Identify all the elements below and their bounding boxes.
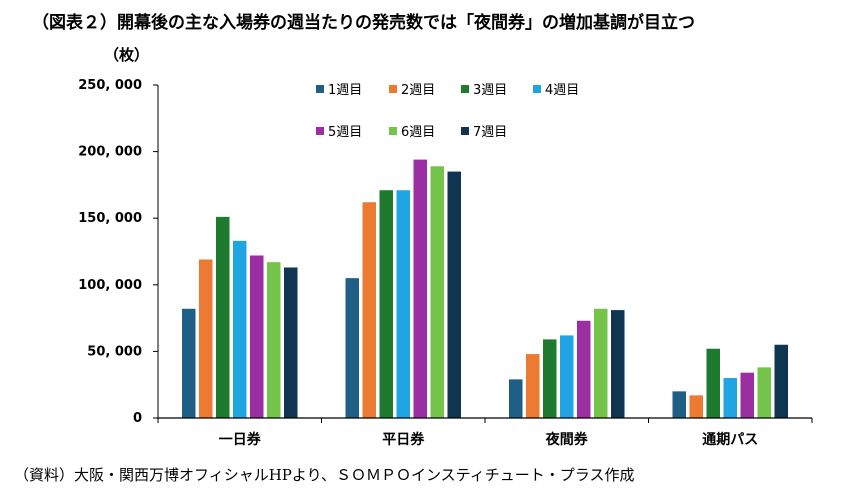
bar-2-2	[362, 202, 376, 418]
bar-7-4	[774, 344, 788, 418]
bar-4-1	[233, 240, 247, 418]
y-axis-unit-label: （枚）	[104, 46, 150, 64]
bar-5-1	[250, 255, 264, 418]
y-tick-label: 250, 000	[78, 78, 142, 93]
bar-2-1	[199, 259, 213, 418]
bar-1-2	[345, 278, 359, 418]
legend-swatch	[316, 85, 324, 93]
chart-title: （図表２）開幕後の主な入場券の週当たりの発売数では「夜間券」の増加基調が目立つ	[32, 13, 695, 33]
bar-3-1	[216, 216, 230, 418]
x-category-label: 通期パス	[702, 432, 758, 448]
x-category-label: 夜間券	[545, 431, 589, 448]
legend-label: 7週目	[473, 125, 507, 140]
bar-2-3	[526, 354, 540, 418]
legend-label: 5週目	[328, 125, 362, 140]
legend-label: 1週目	[328, 83, 362, 98]
bar-2-4	[689, 395, 703, 418]
bar-7-1	[284, 267, 298, 418]
bar-1-1	[182, 308, 196, 418]
bar-6-4	[757, 367, 771, 418]
y-tick-label: 200, 000	[78, 145, 142, 160]
bar-5-4	[740, 372, 754, 418]
legend-label: 4週目	[545, 83, 579, 98]
bar-3-3	[543, 339, 557, 418]
x-category-label: 平日券	[382, 431, 425, 448]
bar-4-4	[723, 378, 737, 418]
bar-7-3	[611, 310, 625, 418]
bar-4-2	[396, 190, 410, 418]
legend-swatch	[533, 85, 541, 93]
y-tick-label: 0	[133, 411, 142, 426]
x-category-label: 一日券	[219, 431, 262, 448]
y-tick-label: 100, 000	[78, 278, 142, 293]
bar-3-4	[706, 348, 720, 418]
bar-1-3	[509, 379, 523, 418]
legend-label: 2週目	[401, 83, 435, 98]
bar-3-2	[379, 190, 393, 418]
bar-1-4	[672, 391, 686, 418]
bar-7-2	[447, 171, 461, 418]
plot-area: 0 50, 000 100, 000 150, 000 200, 000 250, 000…	[78, 78, 813, 448]
legend-swatch	[389, 127, 397, 135]
y-tick-label: 150, 000	[78, 211, 142, 226]
legend-swatch	[461, 85, 469, 93]
legend-swatch	[389, 85, 397, 93]
legend-label: 3週目	[473, 83, 507, 98]
bar-6-1	[267, 262, 281, 418]
bar-6-3	[594, 308, 608, 418]
y-tick-label: 50, 000	[87, 344, 142, 359]
bar-4-3	[560, 335, 574, 418]
bar-5-2	[413, 159, 427, 419]
bar-5-3	[577, 320, 591, 418]
legend-label: 6週目	[401, 125, 435, 140]
legend-swatch	[461, 127, 469, 135]
source-note: （資料）大阪・関西万博オフィシャルHPより、ＳＯＭＰＯインスティチュート・プラス…	[14, 466, 635, 484]
legend-swatch	[316, 127, 324, 135]
bar-6-2	[430, 166, 444, 418]
